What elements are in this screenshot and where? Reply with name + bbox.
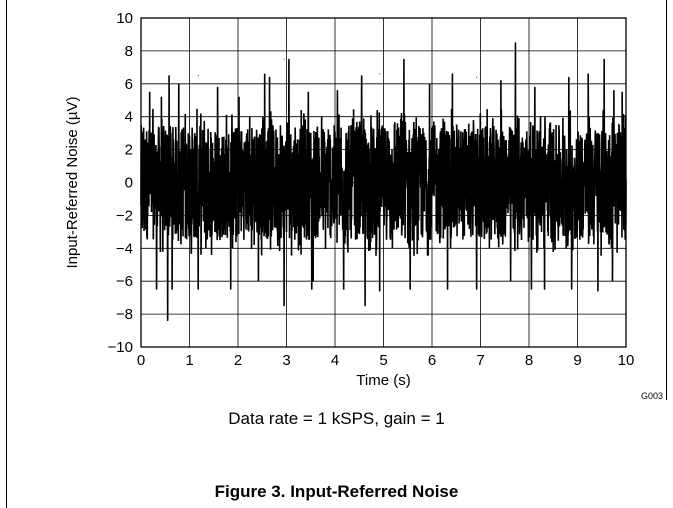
y-tick-label: 6: [125, 76, 133, 93]
noise-trough-point: [379, 290, 381, 292]
noise-trough-point: [364, 305, 366, 307]
test-conditions: Data rate = 1 kSPS, gain = 1: [228, 409, 445, 428]
noise-peak-point: [264, 73, 266, 75]
noise-peak-point: [178, 83, 180, 85]
x-tick-label: 4: [331, 352, 339, 369]
graph-id: G003: [641, 391, 663, 401]
x-tick-label: 2: [234, 352, 242, 369]
noise-peak-point: [217, 86, 219, 88]
noise-trough-point: [343, 288, 345, 290]
y-tick-label: 2: [125, 142, 133, 159]
noise-trough-point: [476, 288, 478, 290]
y-tick-label: −6: [116, 273, 133, 290]
noise-peak-point: [361, 75, 363, 77]
x-tick-label: 9: [573, 352, 581, 369]
noise-trough-point: [197, 288, 199, 290]
noise-peak-point: [568, 76, 570, 78]
y-axis-title: Input-Referred Noise (µV): [64, 96, 81, 268]
y-tick-label: −2: [116, 207, 133, 224]
noise-peak-point: [603, 58, 605, 60]
y-tick-label: −4: [116, 240, 133, 257]
y-tick-label: 8: [125, 43, 133, 60]
x-tick-labels: 0 1 2 3 4 5 6 7 8 9 10: [137, 352, 635, 369]
noise-series-line: [140, 42, 627, 321]
frame-right-border: [666, 0, 667, 400]
x-tick-label: 3: [282, 352, 290, 369]
x-tick-label: 1: [185, 352, 193, 369]
noise-trough-point: [544, 288, 546, 290]
noise-trough-point: [311, 288, 313, 290]
noise-peak-point: [288, 58, 290, 60]
noise-peak-point: [500, 80, 502, 82]
noise-trough-point: [257, 280, 259, 282]
y-tick-labels: 10 8 6 4 2 0 −2 −4 −6 −8 −10: [108, 10, 133, 356]
x-tick-label: 5: [379, 352, 387, 369]
noise-peak-point: [514, 42, 516, 44]
y-tick-label: 10: [116, 10, 133, 27]
x-axis-title: Time (s): [356, 372, 410, 389]
x-tick-label: 7: [476, 352, 484, 369]
noise-peak-point: [613, 89, 615, 91]
noise-trough-point: [283, 305, 285, 307]
noise-trough-point: [447, 288, 449, 290]
noise-peak-point: [269, 76, 271, 78]
noise-peak-point: [429, 83, 431, 85]
noise-trough-point: [597, 290, 599, 292]
noise-trough-point: [510, 280, 512, 282]
x-tick-label: 10: [618, 352, 635, 369]
noise-trough-point: [171, 288, 173, 290]
noise-peak-point: [283, 58, 285, 60]
noise-trough-point: [571, 288, 573, 290]
noise-trough-point: [312, 280, 314, 282]
noise-peak-point: [403, 58, 405, 60]
noise-trough-point: [230, 288, 232, 290]
x-tick-label: 0: [137, 352, 145, 369]
noise-trough-point: [530, 288, 532, 290]
y-tick-label: −10: [108, 339, 133, 356]
noise-peak-point: [587, 73, 589, 75]
plot-border: [140, 17, 627, 348]
noise-peak-point: [168, 75, 170, 77]
y-tick-label: 0: [125, 175, 133, 192]
noise-peak-point: [451, 73, 453, 75]
noise-peak-point: [197, 75, 199, 77]
x-tick-label: 8: [525, 352, 533, 369]
noise-peak-point: [534, 86, 536, 88]
noise-peak-point: [621, 91, 623, 93]
noise-peak-point: [476, 76, 478, 78]
y-tick-label: −8: [116, 306, 133, 323]
y-tick-label: 4: [125, 109, 133, 126]
noise-trough-point: [409, 288, 411, 290]
noise-trough-point: [611, 280, 613, 282]
x-tick-label: 6: [428, 352, 436, 369]
noise-peak-point: [238, 96, 240, 98]
noise-trough-point: [167, 320, 169, 322]
noise-peak-point: [307, 91, 309, 93]
figure-caption: Figure 3. Input-Referred Noise: [214, 482, 459, 501]
frame-left-border: [6, 0, 7, 508]
noise-peak-point: [336, 89, 338, 91]
noise-trace: [140, 42, 627, 322]
noise-peak-point: [379, 73, 381, 75]
noise-trough-point: [156, 288, 158, 290]
noise-peak-point: [149, 91, 151, 93]
noise-peak-point: [160, 96, 162, 98]
